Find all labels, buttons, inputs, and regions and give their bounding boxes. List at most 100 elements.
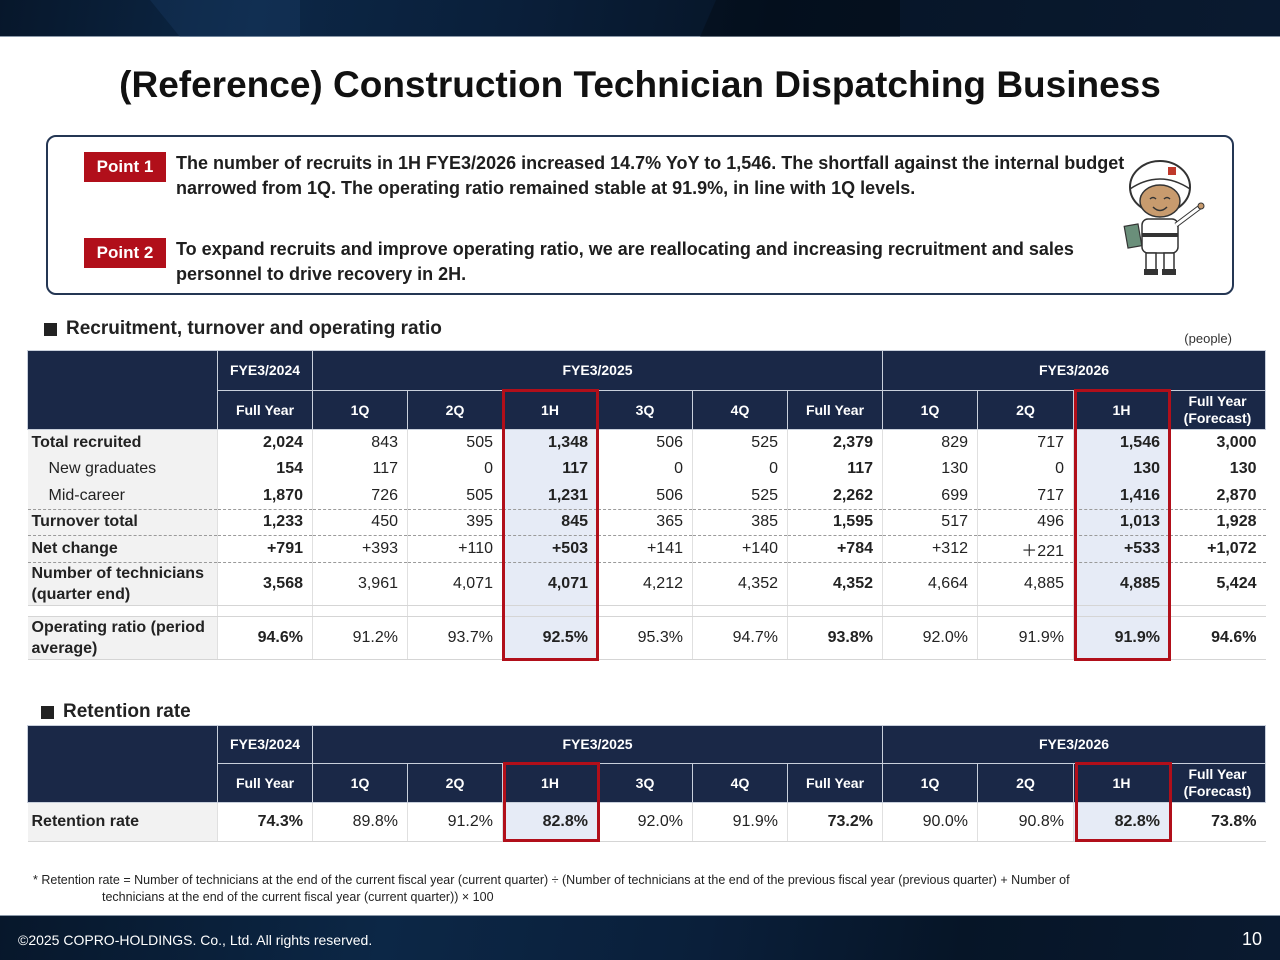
table-cell: 92.5% [502,616,598,660]
page-title: (Reference) Construction Technician Disp… [119,64,1161,105]
table-cell: 1,870 [217,482,313,510]
table-cell: 395 [407,509,503,536]
table-cell: +141 [597,535,693,563]
table-cell: 0 [692,456,788,483]
table-cell: 829 [882,429,978,456]
table-cell: 1,595 [787,509,883,536]
period-header: Full Year [217,763,313,803]
table-cell: 1,546 [1073,429,1170,456]
table-cell: 496 [977,509,1074,536]
table-cell: 89.8% [312,802,408,842]
table-cell: 525 [692,482,788,510]
spacer-cell [27,605,218,617]
year-header: FYE3/2026 [882,725,1266,764]
table-row: Number of technicians (quarter end) 3,568… [27,562,1266,606]
page-number: 10 [1241,929,1262,949]
table-cell: 74.3% [217,802,313,842]
spacer-cell [502,605,598,617]
year-header-row: FYE3/2024 FYE3/2025 FYE3/2026 [27,725,1266,803]
table-cell: +393 [312,535,408,563]
retention-section-title: Retention rate [41,701,191,723]
period-header: 1Q [882,390,978,430]
point-2-badge: Point 2 [84,238,166,268]
table-cell: 90.0% [882,802,978,842]
table-cell: +140 [692,535,788,563]
key-points-box: Point 1 The number of recruits in 1H FYE… [46,135,1234,295]
corner-header [27,725,218,803]
period-header: 1Q [312,763,408,803]
table-cell: 117 [312,456,408,483]
period-header: 2Q [977,763,1074,803]
table-cell: 3,961 [312,562,408,606]
row-label: Operating ratio (period average) [27,616,218,660]
unit-label: (people) [1184,331,1232,346]
table-cell: 4,885 [977,562,1074,606]
recruitment-section-title: Recruitment, turnover and operating rati… [44,318,442,340]
period-header: Full Year (Forecast) [1169,390,1266,430]
table-cell: 4,352 [692,562,788,606]
table-cell: 117 [502,456,598,483]
period-header: 1H [502,763,598,803]
spacer-cell [882,605,978,617]
recruitment-section-label: Recruitment, turnover and operating rati… [66,318,442,339]
table-cell: 845 [502,509,598,536]
period-header: 1Q [312,390,408,430]
table-cell: 525 [692,429,788,456]
table-cell: 2,262 [787,482,883,510]
row-label: Total recruited [27,429,218,456]
table-cell: 506 [597,429,693,456]
table-cell: 726 [312,482,408,510]
year-header: FYE3/2025 [312,725,883,764]
period-header-row: Full Year 1Q 2Q 1H 3Q 4Q Full Year 1Q 2Q… [28,390,1266,430]
spacer-cell [597,605,693,617]
table-cell: 91.9% [977,616,1074,660]
row-label: Mid-career [27,482,218,510]
table-cell: 92.0% [597,802,693,842]
table-cell: +503 [502,535,598,563]
table-cell: 4,352 [787,562,883,606]
table-cell: 4,212 [597,562,693,606]
mascot-worker-icon [1123,160,1205,275]
table-row: Net change +791 +393 +110 +503 +141 +140 +784 +3… [27,535,1266,563]
period-header: 1H [1073,390,1170,430]
table-cell: 4,071 [407,562,503,606]
table-cell: 505 [407,429,503,456]
retention-section-label: Retention rate [63,701,191,722]
point-2-text: To expand recruits and improve operating… [176,239,1074,284]
table-cell: 91.9% [1073,616,1170,660]
table-cell: 91.2% [312,616,408,660]
table-cell: 5,424 [1169,562,1266,606]
table-row: New graduates 154 117 0 117 0 0 117 130 0 130 130 [27,456,1266,483]
period-header: 2Q [407,390,503,430]
table-cell: 91.9% [692,802,788,842]
row-label: Number of technicians (quarter end) [27,562,218,606]
copyright-text: ©2025 COPRO-HOLDINGS. Co., Ltd. All righ… [18,932,373,948]
table-cell: 3,568 [217,562,313,606]
spacer-cell [692,605,788,617]
table-cell: 517 [882,509,978,536]
table-cell: 1,348 [502,429,598,456]
period-header: 1H [1073,763,1170,803]
table-cell: 130 [1169,456,1266,483]
retention-footnote: * Retention rate = Number of technicians… [33,872,1233,906]
table-cell: 82.8% [1073,802,1170,842]
table-cell: +312 [882,535,978,563]
footnote-line-2: technicians at the end of the current fi… [102,890,494,904]
spacer-cell [787,605,883,617]
table-cell: 2,379 [787,429,883,456]
period-header: 4Q [692,763,788,803]
table-cell: 699 [882,482,978,510]
period-header: 2Q [407,763,503,803]
table-cell: 1,233 [217,509,313,536]
table-cell: 94.6% [217,616,313,660]
spacer-cell [217,605,313,617]
top-banner [0,0,1280,37]
table-cell: 94.7% [692,616,788,660]
table-cell: 2,870 [1169,482,1266,510]
table-row: Total recruited 2,024 843 505 1,348 506 525 2,3… [27,429,1266,456]
year-header: FYE3/2024 [217,350,313,391]
table-cell: 117 [787,456,883,483]
table-row: Retention rate 74.3% 89.8% 91.2% 82.8% 92.0% 9… [27,802,1266,842]
table-cell: 93.7% [407,616,503,660]
row-label: Turnover total [27,509,218,536]
